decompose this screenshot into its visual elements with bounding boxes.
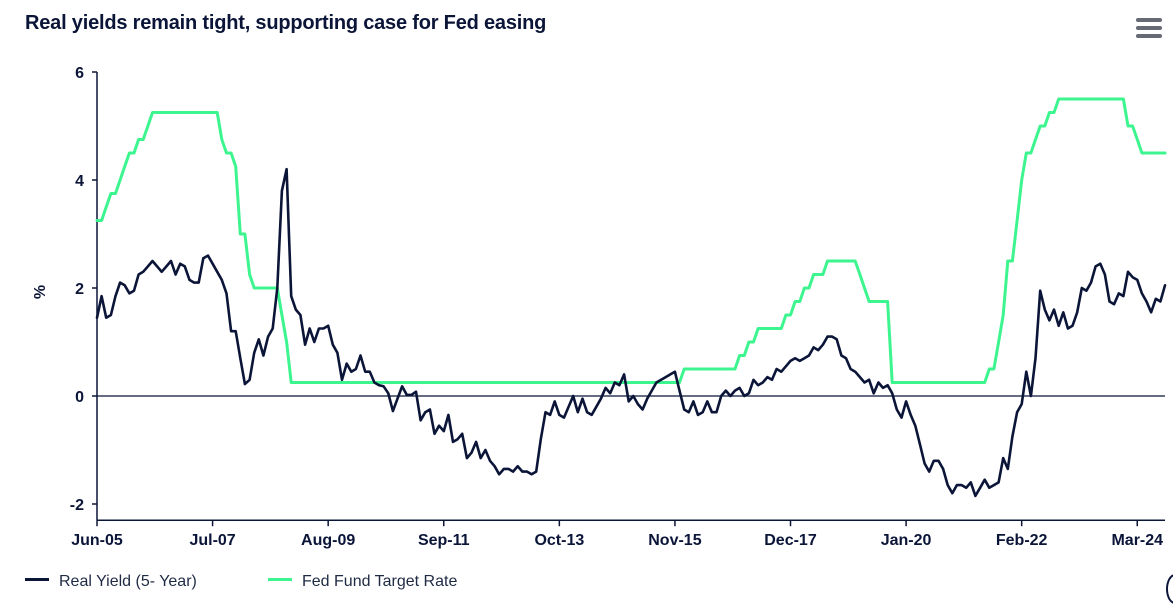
y-tick-label: 4 — [75, 173, 84, 190]
y-tick-label: 6 — [75, 65, 84, 82]
y-tick-label: -2 — [70, 497, 84, 514]
y-tick-label: 0 — [75, 389, 84, 406]
y-axis-label: % — [32, 285, 49, 299]
legend-label-fed-fund: Fed Fund Target Rate — [302, 573, 458, 590]
chart-axes: -2 0 2 4 6% Jun-05 Jul-07 Aug-09 Sep-11 Oct-13 Nov… — [32, 65, 1165, 549]
menu-bar-middle — [1136, 26, 1162, 30]
x-tick-label: Jul-07 — [189, 532, 235, 549]
x-tick-label: Feb-22 — [996, 532, 1048, 549]
x-tick-label: Dec-17 — [764, 532, 817, 549]
chart-series — [95, 97, 1167, 498]
x-tick-label: Jan-20 — [881, 532, 932, 549]
hamburger-icon[interactable] — [1136, 18, 1162, 42]
x-tick-label: Jun-05 — [71, 532, 123, 549]
menu-bar-top — [1136, 18, 1162, 22]
x-tick-label: Sep-11 — [418, 532, 470, 549]
y-tick-label: 2 — [75, 281, 84, 298]
x-tick-label: Aug-09 — [301, 532, 355, 549]
x-tick-label: Oct-13 — [534, 532, 584, 549]
series-line-real-yield — [95, 167, 1167, 498]
menu-bar-bottom — [1136, 34, 1162, 38]
series-line-fed-fund — [95, 97, 1167, 384]
legend-label-real-yield: Real Yield (5- Year) — [59, 573, 197, 590]
x-tick-label: Mar-24 — [1111, 532, 1163, 549]
chart-title: Real yields remain tight, supporting cas… — [25, 12, 547, 34]
legend-item-real-yield[interactable]: Real Yield (5- Year) — [25, 573, 197, 591]
legend-item-fed-fund[interactable]: Fed Fund Target Rate — [268, 573, 457, 591]
legend-swatch-real-yield — [25, 578, 49, 582]
x-tick-label: Nov-15 — [648, 532, 701, 549]
legend-swatch-fed-fund — [268, 578, 292, 582]
